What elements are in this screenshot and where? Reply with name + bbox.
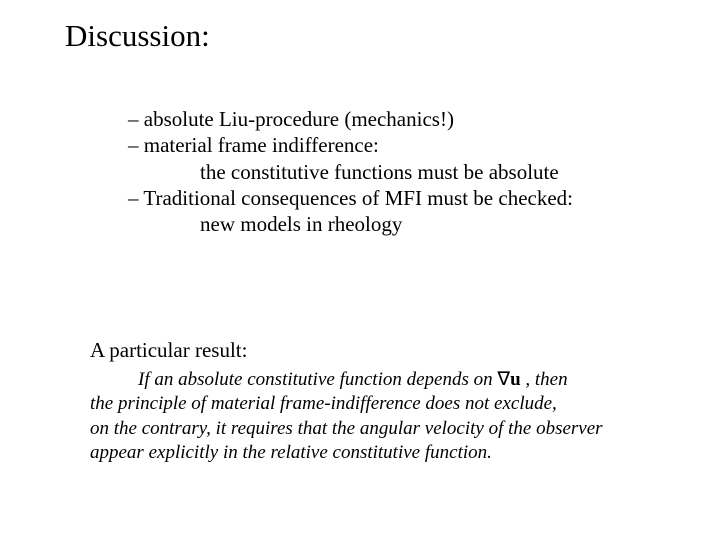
bullet-traditional-sub: new models in rheology bbox=[200, 211, 573, 237]
result-line1-post: , then bbox=[521, 369, 568, 390]
nabla-symbol: ∇ bbox=[497, 369, 510, 390]
bullet-liu-procedure: – absolute Liu-procedure (mechanics!) bbox=[128, 106, 573, 132]
slide-title: Discussion: bbox=[65, 18, 210, 54]
discussion-bullets: – absolute Liu-procedure (mechanics!) – … bbox=[128, 106, 573, 237]
result-body: If an absolute constitutive function dep… bbox=[90, 368, 650, 465]
bold-u: u bbox=[510, 369, 521, 390]
result-line4: appear explicitly in the relative consti… bbox=[90, 441, 650, 465]
result-line3: on the contrary, it requires that the an… bbox=[90, 417, 650, 441]
result-line1: If an absolute constitutive function dep… bbox=[138, 368, 650, 392]
bullet-mfi: – material frame indifference: bbox=[128, 132, 573, 158]
result-line2: the principle of material frame-indiffer… bbox=[90, 392, 650, 416]
bullet-traditional: – Traditional consequences of MFI must b… bbox=[128, 185, 573, 211]
result-line1-pre: If an absolute constitutive function dep… bbox=[138, 369, 497, 390]
result-heading: A particular result: bbox=[90, 338, 247, 363]
bullet-mfi-sub: the constitutive functions must be absol… bbox=[200, 159, 573, 185]
slide: Discussion: – absolute Liu-procedure (me… bbox=[0, 0, 720, 540]
